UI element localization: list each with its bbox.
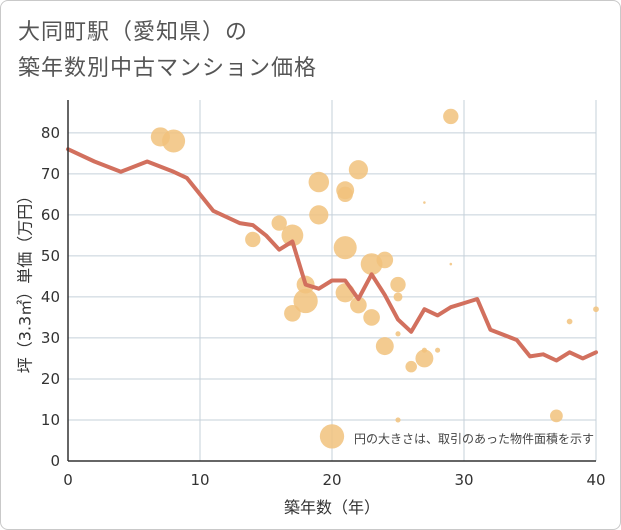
scatter-point: [162, 129, 186, 153]
scatter-point: [348, 160, 368, 180]
scatter-point: [566, 318, 573, 325]
scatter-point: [308, 171, 330, 193]
x-tick-label: 0: [63, 471, 73, 489]
scatter-point: [271, 215, 287, 231]
scatter-point: [395, 417, 401, 423]
scatter-point: [593, 306, 599, 313]
x-tick-label: 20: [322, 471, 341, 489]
scatter-point: [423, 201, 426, 204]
trend-line-layer: [66, 147, 598, 363]
scatter-point: [375, 337, 394, 356]
scatter-point: [405, 360, 417, 373]
scatter-point: [319, 424, 345, 449]
bubble-layer: [150, 108, 599, 449]
scatter-point: [393, 292, 403, 302]
scatter-point: [390, 276, 406, 293]
scatter-point: [435, 347, 441, 353]
y-tick-label: 10: [41, 411, 60, 429]
y-tick-label: 80: [41, 124, 60, 142]
scatter-point: [415, 349, 434, 368]
y-tick-label: 50: [41, 247, 60, 265]
scatter-point: [350, 296, 367, 314]
scatter-point: [281, 224, 304, 247]
scatter-point: [337, 186, 353, 203]
size-note: 円の大きさは、取引のあった物件面積を示す: [354, 431, 594, 446]
scatter-point: [421, 347, 427, 353]
chart-title-line2: 築年数別中古マンション価格: [18, 56, 318, 81]
y-tick-label: 40: [41, 288, 60, 306]
scatter-point: [284, 304, 301, 322]
scatter-point: [293, 288, 318, 314]
y-tick-label: 60: [41, 206, 60, 224]
y-tick-label: 70: [41, 165, 60, 183]
scatter-point: [449, 262, 453, 266]
scatter-point: [550, 409, 563, 423]
scatter-point: [309, 205, 329, 225]
scatter-point: [376, 251, 394, 269]
y-tick-label: 20: [41, 370, 60, 388]
y-axis-label: 坪（3.3㎡）単価（万円）: [16, 188, 35, 373]
x-tick-label: 40: [586, 471, 605, 489]
grid-lines: [68, 100, 597, 461]
trend-line: [66, 147, 598, 363]
scatter-point: [245, 231, 261, 248]
scatter-point: [333, 236, 357, 260]
x-tick-label: 10: [190, 471, 209, 489]
y-tick-label: 0: [50, 452, 60, 470]
axes-layer: [67, 100, 596, 462]
y-tick-label: 30: [41, 329, 60, 347]
scatter-point: [363, 309, 380, 326]
x-axis-label: 築年数（年）: [284, 498, 380, 517]
scatter-point: [395, 331, 401, 337]
chart-title-line1: 大同町駅（愛知県）の: [18, 20, 249, 45]
tick-labels: 0 10 20 30 40 0 10 20 30 40 50 60 70 80: [41, 124, 606, 489]
x-tick-label: 30: [454, 471, 473, 489]
scatter-point: [443, 108, 459, 125]
